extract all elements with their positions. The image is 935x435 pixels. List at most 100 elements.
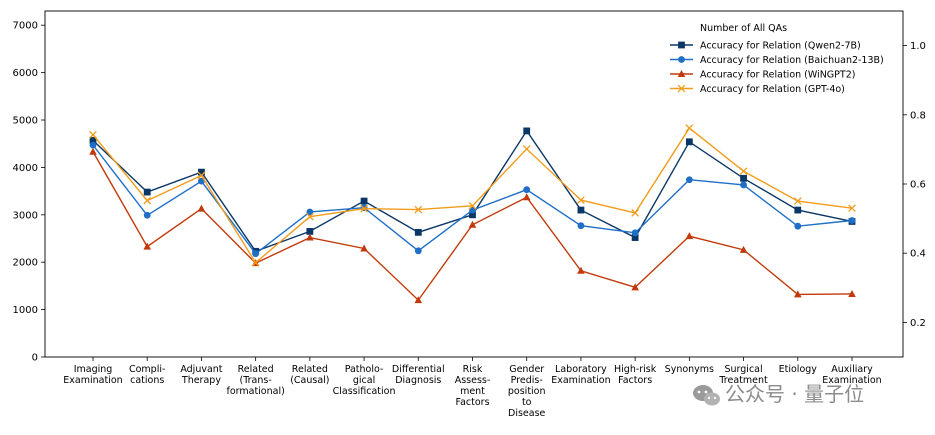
data-point [468,220,477,228]
data-point [577,196,585,204]
data-point [143,242,152,250]
x-tick-label: Etiology [779,364,818,375]
data-point [414,247,422,255]
x-tick-label: Imaging Examination [63,364,122,386]
data-point [143,196,152,205]
data-point [739,167,748,176]
data-point [360,204,368,212]
data-point [631,209,640,217]
data-point [414,296,423,304]
legend-marker [677,70,686,77]
x-tick-label: Adjuvant Therapy [180,364,222,386]
legend-title: Number of All QAs [700,23,787,34]
y-left-tick-label: 2000 [13,258,38,269]
data-point [631,283,639,291]
x-tick-label: Gender Predis-position to Disease [508,364,546,419]
x-tick-label: Risk Assess-ment Factors [455,364,491,408]
legend-marker [678,56,685,63]
data-point [685,232,694,240]
x-tick-label: Related (Trans-formational) [226,364,284,397]
data-point [848,289,856,297]
data-point [251,258,260,267]
x-tick-label: Synonyms [665,364,714,375]
data-point [306,233,314,241]
data-point [414,228,422,236]
data-point [685,124,694,132]
data-point [522,145,531,153]
legend-label: Accuracy for Relation (Baichuan2-13B) [700,55,884,66]
data-point [252,250,260,258]
x-tick-label: High-risk Factors [614,364,657,386]
data-point [577,206,585,214]
x-tick-label: Auxiliary Examination [822,364,881,386]
y-right-tick-label: 1.0 [910,41,926,52]
data-point [143,188,151,196]
data-point [522,193,531,201]
data-point [848,217,856,224]
legend-label: Accuracy for Relation (Qwen2-7B) [700,41,861,52]
y-left-tick-label: 5000 [13,116,38,127]
legend-marker [677,84,686,93]
data-point [685,138,693,146]
data-point [89,136,97,144]
plot-frame [44,10,904,358]
data-point [469,211,476,219]
legend-label: Accuracy for Relation (WiNGPT2) [700,70,855,81]
data-point [143,211,151,219]
data-point [523,186,531,194]
x-tick-label: Related (Causal) [290,364,329,386]
x-tick-label: Laboratory Examination [551,364,610,386]
data-point [360,244,368,252]
x-tick-label: Patholo-gical Classification [333,364,396,397]
data-point [685,176,693,184]
x-tick-label: Surgical Treatment [718,364,768,386]
data-point [848,204,856,213]
data-point [89,147,97,155]
data-point [793,290,802,298]
legend-marker [678,41,685,49]
data-point [198,168,205,176]
data-point [89,141,97,149]
y-left-tick-label: 7000 [13,21,38,32]
data-point [631,229,639,237]
x-tick-label: Differential Diagnosis [392,364,445,386]
data-point [577,266,585,274]
series-group [89,124,856,304]
y-left-tick-label: 0 [32,353,38,364]
plot-area [44,10,904,358]
y-right-tick-label: 0.2 [910,318,926,329]
legend-entry: Accuracy for Relation (GPT-4o) [670,84,845,95]
data-point [739,245,748,253]
axes: 0 1000 2000 3000 4000 5000 6000 7000 0.2 0.4 0.6 0.… [13,21,926,419]
series-4 [89,124,856,267]
data-point [794,206,802,214]
series-3 [89,147,856,304]
data-point [793,197,802,205]
data-point [577,222,585,230]
y-right-tick-label: 0.6 [910,180,926,191]
data-point [740,181,747,189]
y-right-tick-label: 0.4 [910,249,926,260]
data-point [414,205,423,214]
data-point [468,201,477,210]
legend-entry: Accuracy for Relation (Qwen2-7B) [670,41,861,52]
legend: Number of All QAs Accuracy for Relation (… [670,23,884,95]
data-point [306,208,314,216]
wechat-icon [693,385,720,406]
y-right-tick-label: 0.8 [910,110,926,121]
y-left-tick-label: 3000 [13,210,38,221]
watermark: 公众号 · 量子位 [693,382,864,406]
legend-entry: Accuracy for Relation (WiNGPT2) [670,70,855,81]
y-left-tick-label: 4000 [13,163,38,174]
x-tick-label: Compli-cations [129,364,165,386]
data-point [631,234,639,241]
legend-label: Accuracy for Relation (GPT-4o) [700,84,845,95]
legend-entry: Accuracy for Relation (Baichuan2-13B) [670,55,884,66]
data-point [523,127,531,135]
y-left-tick-label: 1000 [13,305,38,316]
data-point [89,130,97,139]
data-point [360,197,368,205]
data-point [740,174,747,182]
data-point [197,171,206,180]
